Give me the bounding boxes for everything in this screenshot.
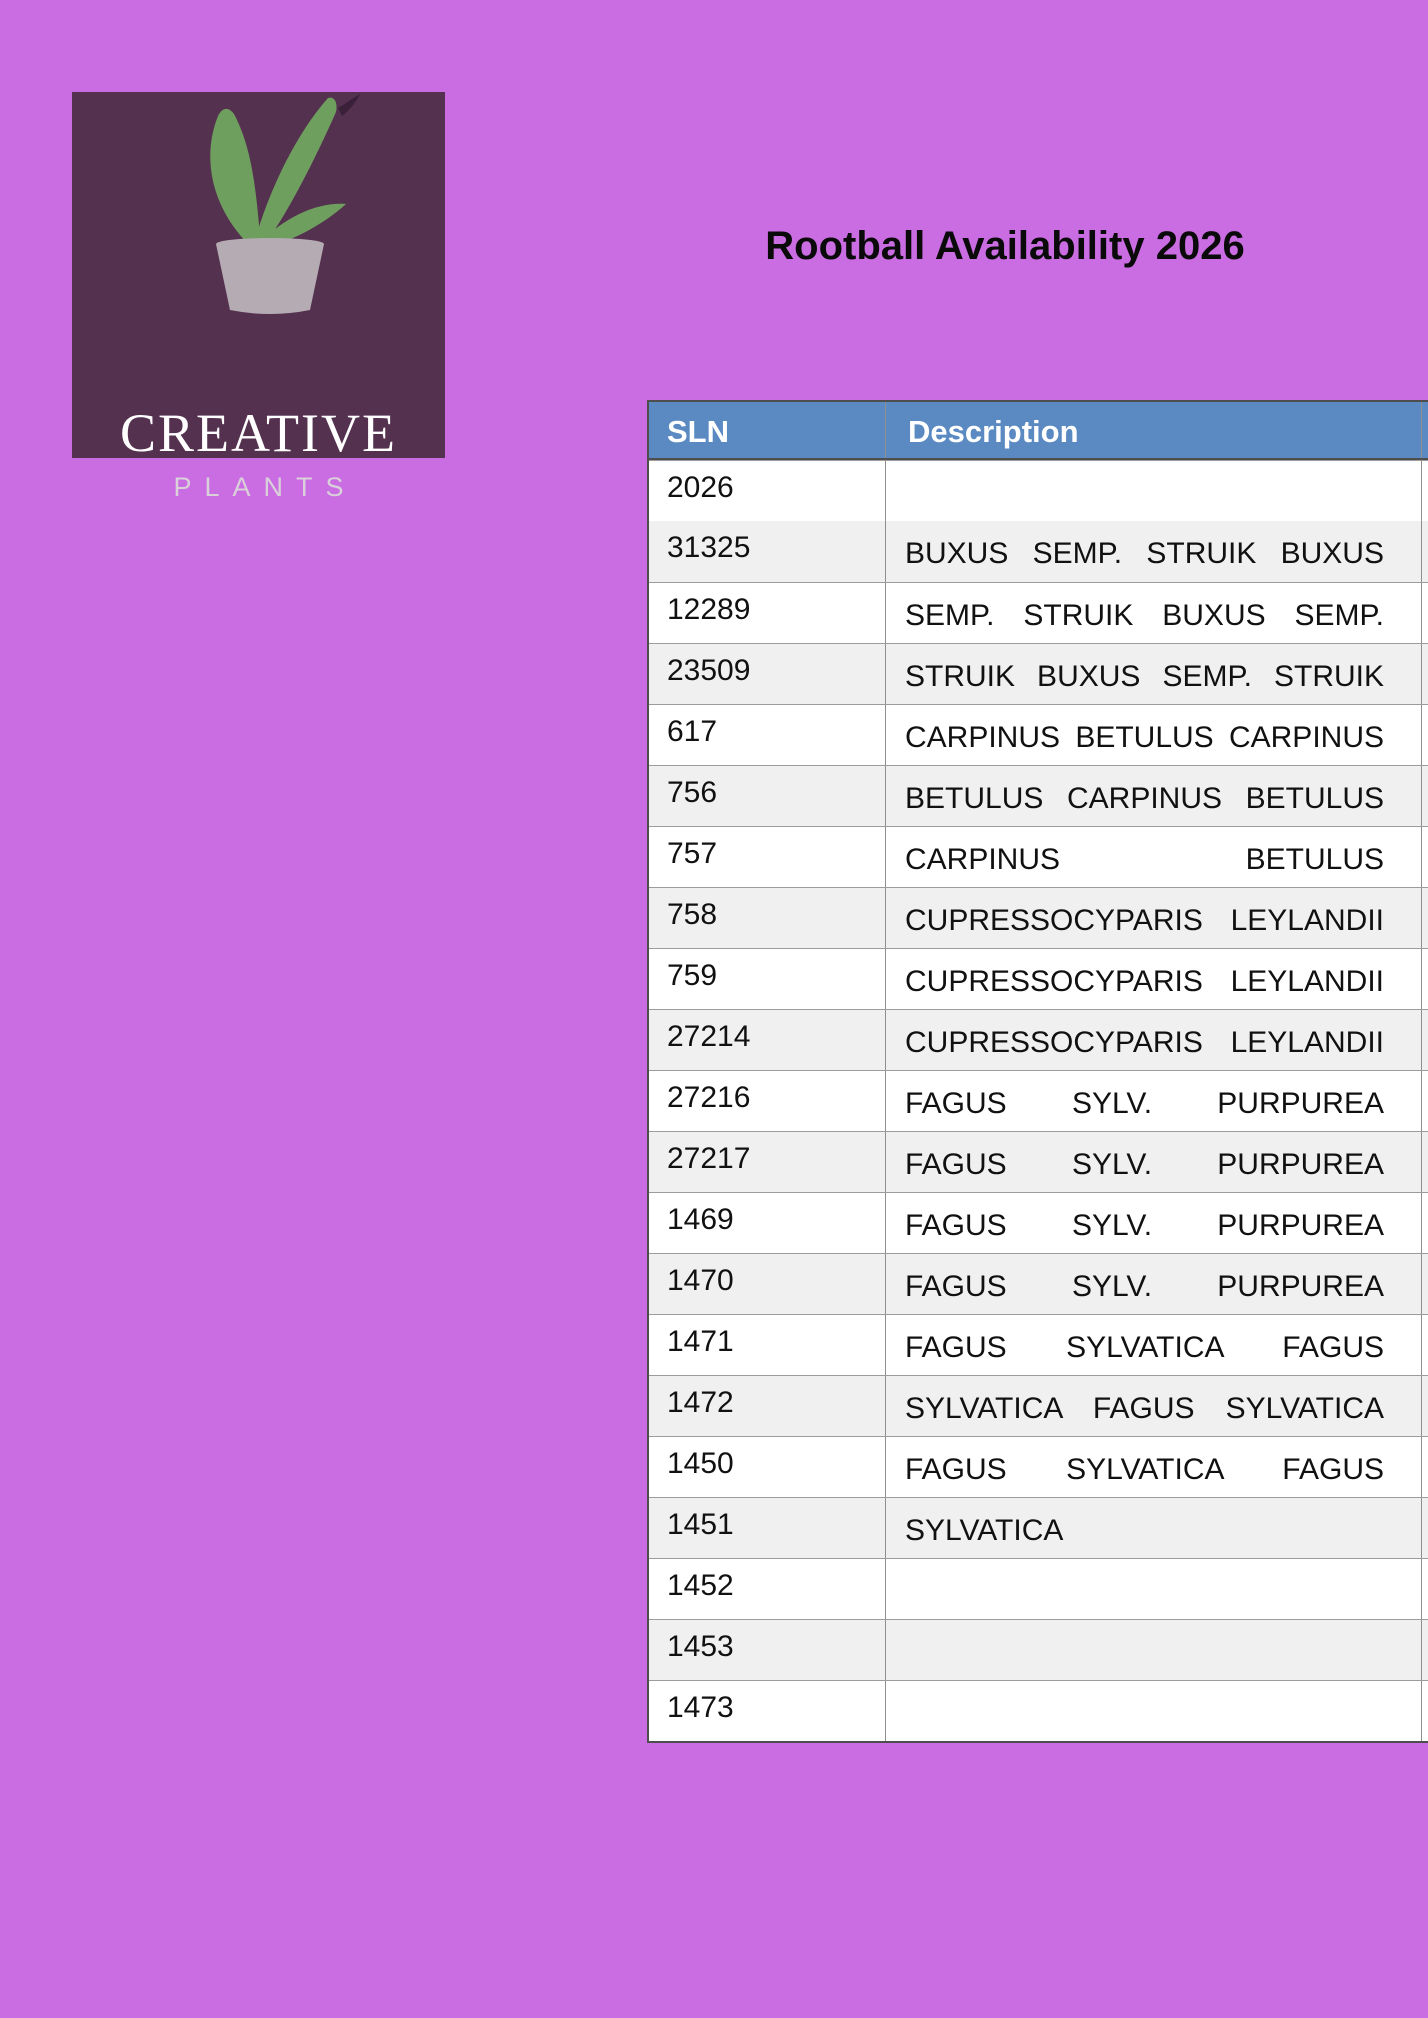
table-row: 1450 FAGUS SYLVATICA FAGUS — [649, 1436, 1428, 1497]
description-cell — [886, 1620, 1422, 1680]
sln-cell: 1452 — [649, 1559, 886, 1619]
sln-cell: 758 — [649, 888, 886, 948]
sln-cell: 27217 — [649, 1132, 886, 1192]
description-cell: CUPRESSOCYPARIS LEYLANDII — [886, 1010, 1422, 1070]
extra-cell — [1422, 1376, 1428, 1436]
extra-cell — [1422, 827, 1428, 887]
description-cell: BUXUS SEMP. STRUIK BUXUS — [886, 521, 1422, 582]
table-row: 1453 — [649, 1619, 1428, 1680]
description-cell: FAGUS SYLV. PURPUREA — [886, 1254, 1422, 1314]
table-row: 23509 STRUIK BUXUS SEMP. STRUIK — [649, 643, 1428, 704]
column-header-description: Description — [886, 402, 1422, 458]
table-row: 759 CUPRESSOCYPARIS LEYLANDII — [649, 948, 1428, 1009]
page-title: Rootball Availability 2026 — [765, 224, 1245, 268]
sln-cell: 1453 — [649, 1620, 886, 1680]
table-row: 1451 SYLVATICA — [649, 1497, 1428, 1558]
column-header-extra — [1422, 402, 1428, 458]
table-body: 2026 31325 BUXUS SEMP. STRUIK BUXUS 1228… — [649, 460, 1428, 1741]
description-cell: FAGUS SYLV. PURPUREA — [886, 1071, 1422, 1131]
sln-cell: 1471 — [649, 1315, 886, 1375]
sln-cell: 757 — [649, 827, 886, 887]
extra-cell — [1422, 1193, 1428, 1253]
sln-cell: 2026 — [649, 461, 886, 521]
table-row: 31325 BUXUS SEMP. STRUIK BUXUS — [649, 521, 1428, 582]
extra-cell — [1422, 583, 1428, 643]
table-row: 1469 FAGUS SYLV. PURPUREA — [649, 1192, 1428, 1253]
table-row: 1473 — [649, 1680, 1428, 1741]
extra-cell — [1422, 949, 1428, 1009]
extra-cell — [1422, 1559, 1428, 1619]
sln-cell: 1469 — [649, 1193, 886, 1253]
table-row: 757 CARPINUS BETULUS — [649, 826, 1428, 887]
table-row: 1470 FAGUS SYLV. PURPUREA — [649, 1253, 1428, 1314]
extra-cell — [1422, 1071, 1428, 1131]
table-row: 2026 — [649, 460, 1428, 521]
table-row: 1472 SYLVATICA FAGUS SYLVATICA — [649, 1375, 1428, 1436]
table-row: 27214 CUPRESSOCYPARIS LEYLANDII — [649, 1009, 1428, 1070]
description-cell: CUPRESSOCYPARIS LEYLANDII — [886, 949, 1422, 1009]
creative-plants-logo: CREATIVE PLANTS — [72, 92, 445, 501]
extra-cell — [1422, 521, 1428, 582]
extra-cell — [1422, 1010, 1428, 1070]
table-row: 27217 FAGUS SYLV. PURPUREA — [649, 1131, 1428, 1192]
description-cell: STRUIK BUXUS SEMP. STRUIK — [886, 644, 1422, 704]
table-row: 12289 SEMP. STRUIK BUXUS SEMP. — [649, 582, 1428, 643]
table-header-row: SLN Description — [649, 402, 1428, 460]
table-row: 617 CARPINUS BETULUS CARPINUS — [649, 704, 1428, 765]
extra-cell — [1422, 766, 1428, 826]
potted-plant-icon — [210, 94, 360, 314]
description-cell: SYLVATICA FAGUS SYLVATICA — [886, 1376, 1422, 1436]
description-cell: CARPINUS BETULUS — [886, 827, 1422, 887]
sln-cell: 617 — [649, 705, 886, 765]
extra-cell — [1422, 1254, 1428, 1314]
description-cell: FAGUS SYLV. PURPUREA — [886, 1193, 1422, 1253]
extra-cell — [1422, 1132, 1428, 1192]
sln-cell: 27216 — [649, 1071, 886, 1131]
sln-cell: 756 — [649, 766, 886, 826]
sln-cell: 1451 — [649, 1498, 886, 1558]
description-cell — [886, 461, 1422, 521]
sln-cell: 1473 — [649, 1681, 886, 1741]
table-row: 27216 FAGUS SYLV. PURPUREA — [649, 1070, 1428, 1131]
extra-cell — [1422, 1620, 1428, 1680]
sln-cell: 31325 — [649, 521, 886, 582]
description-cell: SEMP. STRUIK BUXUS SEMP. — [886, 583, 1422, 643]
description-cell: BETULUS CARPINUS BETULUS — [886, 766, 1422, 826]
extra-cell — [1422, 1681, 1428, 1741]
sln-cell: 759 — [649, 949, 886, 1009]
extra-cell — [1422, 644, 1428, 704]
extra-cell — [1422, 888, 1428, 948]
sln-cell: 23509 — [649, 644, 886, 704]
sln-cell: 12289 — [649, 583, 886, 643]
description-cell: CUPRESSOCYPARIS LEYLANDII — [886, 888, 1422, 948]
extra-cell — [1422, 1498, 1428, 1558]
description-cell: CARPINUS BETULUS CARPINUS — [886, 705, 1422, 765]
extra-cell — [1422, 1437, 1428, 1497]
extra-cell — [1422, 461, 1428, 521]
table-row: 758 CUPRESSOCYPARIS LEYLANDII — [649, 887, 1428, 948]
availability-table: SLN Description 2026 31325 BUXUS SEMP. S… — [647, 400, 1428, 1743]
extra-cell — [1422, 1315, 1428, 1375]
description-cell: FAGUS SYLVATICA FAGUS — [886, 1437, 1422, 1497]
table-row: 756 BETULUS CARPINUS BETULUS — [649, 765, 1428, 826]
table-row: 1471 FAGUS SYLVATICA FAGUS — [649, 1314, 1428, 1375]
sln-cell: 27214 — [649, 1010, 886, 1070]
sln-cell: 1472 — [649, 1376, 886, 1436]
brand-subtitle: PLANTS — [173, 472, 357, 502]
description-cell: FAGUS SYLV. PURPUREA — [886, 1132, 1422, 1192]
brand-name: CREATIVE — [120, 403, 397, 463]
description-cell — [886, 1559, 1422, 1619]
description-cell: SYLVATICA — [886, 1498, 1422, 1558]
sln-cell: 1450 — [649, 1437, 886, 1497]
column-header-sln: SLN — [649, 402, 886, 458]
table-row: 1452 — [649, 1558, 1428, 1619]
sln-cell: 1470 — [649, 1254, 886, 1314]
description-cell: FAGUS SYLVATICA FAGUS — [886, 1315, 1422, 1375]
extra-cell — [1422, 705, 1428, 765]
description-cell — [886, 1681, 1422, 1741]
